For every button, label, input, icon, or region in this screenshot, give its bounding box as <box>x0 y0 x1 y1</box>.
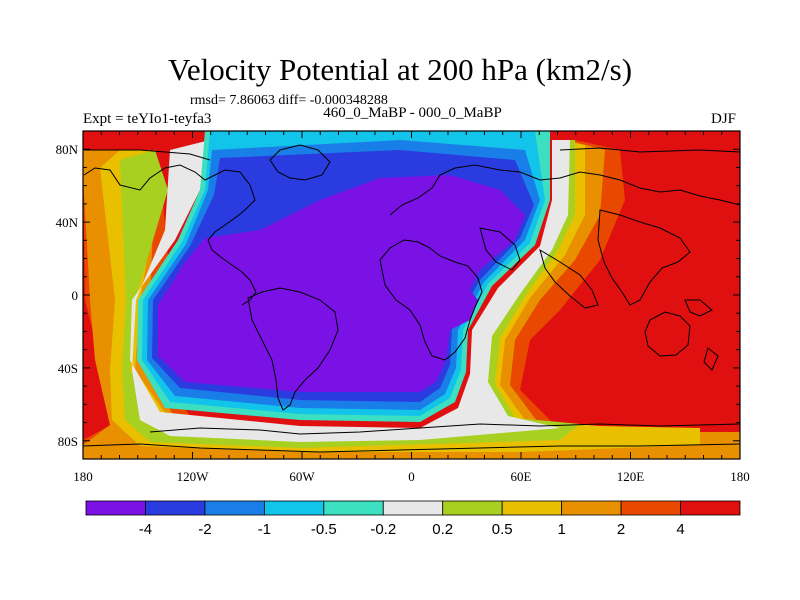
lat-label: 0 <box>72 288 79 303</box>
colorbar-label: 0.2 <box>432 521 453 538</box>
colorbar-swatch <box>680 500 741 516</box>
colorbar-swatch <box>501 500 563 516</box>
lon-label: 120E <box>617 469 645 484</box>
contour-field <box>83 131 740 459</box>
colorbar-swatch <box>382 500 444 516</box>
axis-ticks <box>82 130 741 460</box>
colorbar-label: -2 <box>198 521 211 538</box>
lon-label: 120W <box>177 469 210 484</box>
colorbar-label: 4 <box>676 521 684 538</box>
lat-label: 40N <box>56 215 79 230</box>
rmsd-diff-stats: rmsd= 7.86063 diff= -0.000348288 <box>190 93 388 108</box>
period-label: 460_0_MaBP - 000_0_MaBP <box>323 105 502 121</box>
lon-label: 60W <box>289 469 315 484</box>
colorbar-labels: -4 -2 -1 -0.5 -0.2 0.2 0.5 1 2 4 <box>139 521 685 538</box>
contour-band-neutral <box>130 140 570 442</box>
colorbar-label: -0.2 <box>370 521 396 538</box>
colorbar-swatch <box>620 500 681 516</box>
coastlines <box>83 144 740 453</box>
lon-label: 60E <box>511 469 532 484</box>
colorbar-label: -0.5 <box>311 521 337 538</box>
latitude-labels: 80N 40N 0 40S 80S <box>56 142 79 449</box>
lat-label: 80N <box>56 142 79 157</box>
lon-label: 0 <box>408 469 415 484</box>
colorbar-swatch <box>145 500 206 516</box>
colorbar-swatch <box>442 500 503 516</box>
longitude-labels: 180 120W 60W 0 60E 120E 180 <box>73 469 750 484</box>
lat-label: 40S <box>58 361 78 376</box>
colorbar-label: -4 <box>139 521 152 538</box>
colorbar-swatch <box>85 500 146 516</box>
lon-label: 180 <box>730 469 750 484</box>
colorbar-swatch <box>323 500 384 516</box>
colorbar <box>85 500 741 516</box>
contour-band-neg-4 <box>158 175 525 392</box>
colorbar-swatch <box>263 500 325 516</box>
map-title: Velocity Potential at 200 hPa (km2/s) <box>167 52 633 87</box>
season-label: DJF <box>711 111 737 127</box>
lat-label: 80S <box>58 434 78 449</box>
colorbar-swatch <box>204 500 265 516</box>
colorbar-label: 0.5 <box>492 521 513 538</box>
colorbar-label: -1 <box>258 521 271 538</box>
colorbar-swatch <box>561 500 622 516</box>
colorbar-label: 2 <box>617 521 625 538</box>
lon-label: 180 <box>73 469 93 484</box>
experiment-label: Expt = teYIo1-teyfa3 <box>83 111 212 127</box>
colorbar-label: 1 <box>557 521 565 538</box>
